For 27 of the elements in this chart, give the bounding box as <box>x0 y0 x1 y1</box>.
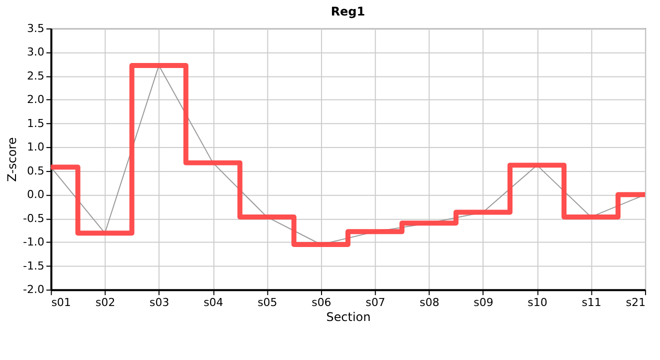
y-tick-label: -0.5 <box>22 212 44 225</box>
x-tick-label: s02 <box>96 296 116 310</box>
x-tick-label: s10 <box>528 296 548 310</box>
y-axis-title: Z-score <box>4 137 19 182</box>
x-tick-label: s05 <box>258 296 278 310</box>
y-tick-label: -2.0 <box>22 283 44 296</box>
y-tick-label: -1.5 <box>22 259 44 272</box>
y-tick-label: 1.5 <box>26 116 44 130</box>
x-axis-title: Section <box>326 310 371 324</box>
x-tick-label: s01 <box>51 296 71 310</box>
x-tick-label: s04 <box>204 296 224 310</box>
y-tick-label: 2.0 <box>26 93 44 106</box>
x-tick-label: s09 <box>474 296 494 310</box>
x-tick-label: s07 <box>366 296 386 310</box>
x-tick-label: s21 <box>626 296 646 310</box>
chart-title: Reg1 <box>330 4 366 18</box>
y-tick-label: 0.5 <box>26 164 44 178</box>
x-tick-label: s06 <box>312 296 332 310</box>
y-tick-label: 1.0 <box>26 140 44 154</box>
x-tick-label: s08 <box>420 296 440 310</box>
x-tick-label: s03 <box>150 296 170 310</box>
y-tick-label: 2.5 <box>26 69 44 82</box>
x-tick-label: s11 <box>582 296 602 310</box>
y-tick-label: 3.5 <box>26 22 44 35</box>
y-tick-label: 3.0 <box>26 46 44 59</box>
y-tick-label: 0.0 <box>26 188 44 202</box>
y-tick-label: -1.0 <box>22 236 44 249</box>
